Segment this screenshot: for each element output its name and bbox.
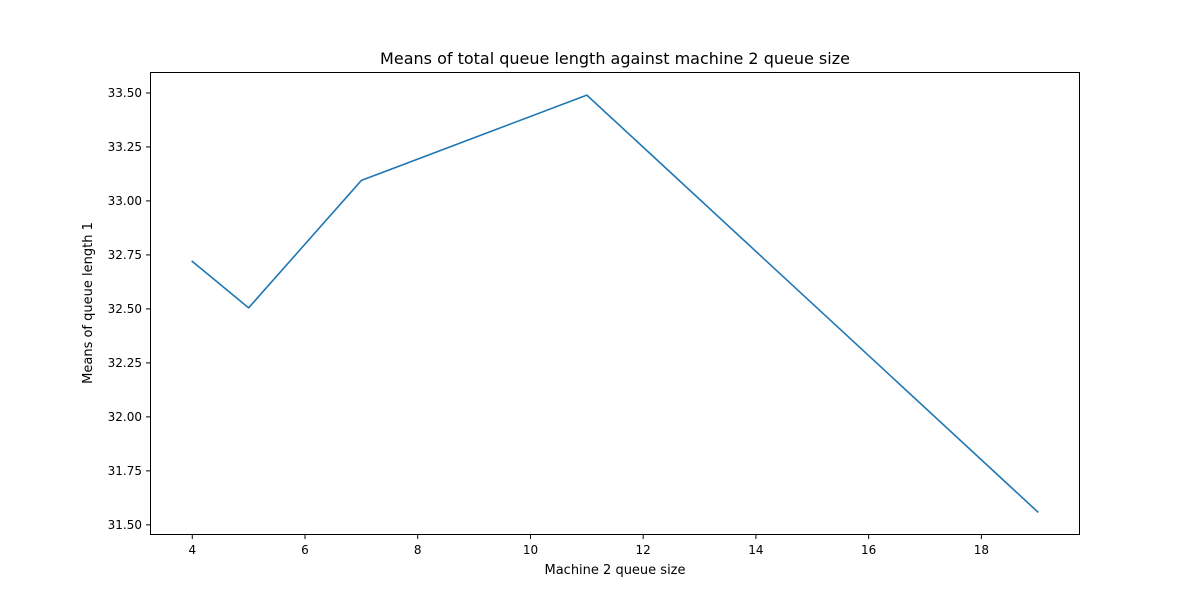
x-tick-label: 12 [636,543,651,557]
y-tick-label: 31.50 [108,518,142,532]
y-tick-label: 32.50 [108,302,142,316]
x-tick-label: 4 [188,543,196,557]
chart-title: Means of total queue length against mach… [380,49,850,68]
y-tick-label: 31.75 [108,464,142,478]
x-tick-label: 8 [414,543,422,557]
x-tick-label: 18 [974,543,989,557]
series-line [191,94,1039,514]
x-tick-label: 6 [301,543,309,557]
y-tick-label: 33.25 [108,140,142,154]
y-axis-label: Means of queue length 1 [81,222,96,384]
x-tick-label: 16 [861,543,876,557]
x-axis-ticks: 4 6 8 10 12 14 16 18 [188,535,989,557]
plot-area-frame [150,72,1080,535]
x-tick-label: 10 [523,543,538,557]
x-tick-label: 14 [748,543,763,557]
y-tick-label: 32.75 [108,248,142,262]
x-axis-label: Machine 2 queue size [544,563,685,578]
plot-layer [191,94,1039,514]
y-tick-label: 33.00 [108,194,142,208]
y-tick-label: 32.25 [108,356,142,370]
y-axis-ticks: 31.50 31.75 32.00 32.25 32.50 32.75 33.00 33.25… [108,86,150,532]
y-tick-label: 33.50 [108,86,142,100]
y-tick-label: 32.00 [108,410,142,424]
